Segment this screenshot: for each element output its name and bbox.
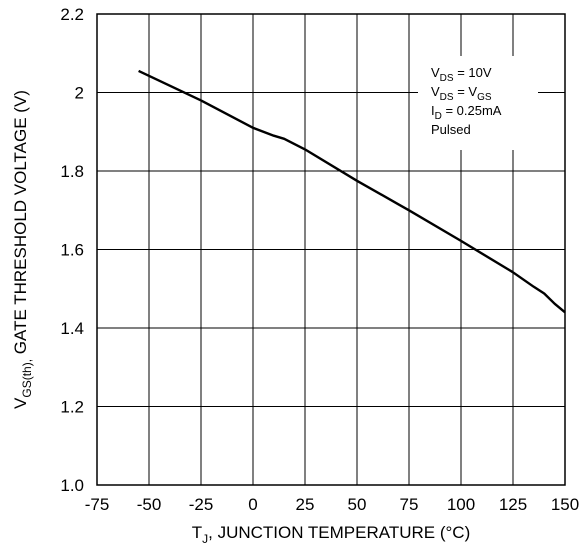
x-tick-label: 50 [348, 495, 367, 514]
annotation-line: Pulsed [431, 122, 471, 137]
annotation-base: I [431, 103, 435, 118]
y-tick-label: 2.2 [60, 5, 84, 24]
plot-frame [96, 13, 566, 486]
y-tick-label: 1.8 [60, 162, 84, 181]
y-axis-title: VGS(th), GATE THRESHOLD VOLTAGE (V) [11, 90, 34, 409]
annotation-line: VDS = VGS [431, 84, 492, 103]
x-tick-label: 75 [400, 495, 419, 514]
x-axis-title-base: T [192, 523, 202, 542]
annotation-base: V [431, 84, 440, 99]
x-tick-label: 150 [551, 495, 579, 514]
y-tick-label: 1.6 [60, 241, 84, 260]
y-axis-title-subscript: GS(th), [20, 359, 34, 398]
x-tick-label: 0 [248, 495, 257, 514]
annotation-base: Pulsed [431, 122, 471, 137]
y-axis-title-base: V [11, 397, 30, 409]
annotation-subscript: DS [440, 92, 454, 103]
annotation-rest: = 10V [454, 65, 492, 80]
tick-labels: -75 -50 -25 0 25 50 75 100 125 150 1.0 1.2 1.4 1.6 1.8… [60, 5, 579, 514]
annotation-subscript: DS [440, 73, 454, 84]
series-layer [138, 69, 566, 314]
annotation-background [418, 56, 538, 150]
y-tick-label: 1.2 [60, 398, 84, 417]
annotation-subscript: D [435, 111, 442, 122]
x-tick-label: 25 [296, 495, 315, 514]
annotation-subscript: GS [477, 92, 492, 103]
annotation-line: VDS = 10V [431, 65, 492, 84]
x-axis-title-subscript: J [202, 532, 208, 546]
x-axis-title: TJ, JUNCTION TEMPERATURE (°C) [192, 523, 471, 546]
x-axis-title-rest: , JUNCTION TEMPERATURE (°C) [208, 523, 470, 542]
y-tick-label: 2 [75, 84, 84, 103]
annotation-rest: = 0.25mA [442, 103, 502, 118]
annotation-line: ID = 0.25mA [431, 103, 502, 122]
y-tick-label: 1.0 [60, 476, 84, 495]
threshold-voltage-curve [138, 69, 566, 314]
x-tick-label: 125 [499, 495, 527, 514]
x-tick-label: -50 [137, 495, 162, 514]
x-tick-label: -25 [189, 495, 214, 514]
annotation-rest: = V [454, 84, 478, 99]
y-axis-title-rest: GATE THRESHOLD VOLTAGE (V) [11, 90, 30, 359]
x-tick-label: -75 [85, 495, 110, 514]
x-tick-label: 100 [447, 495, 475, 514]
annotation-base: V [431, 65, 440, 80]
y-tick-label: 1.4 [60, 319, 84, 338]
